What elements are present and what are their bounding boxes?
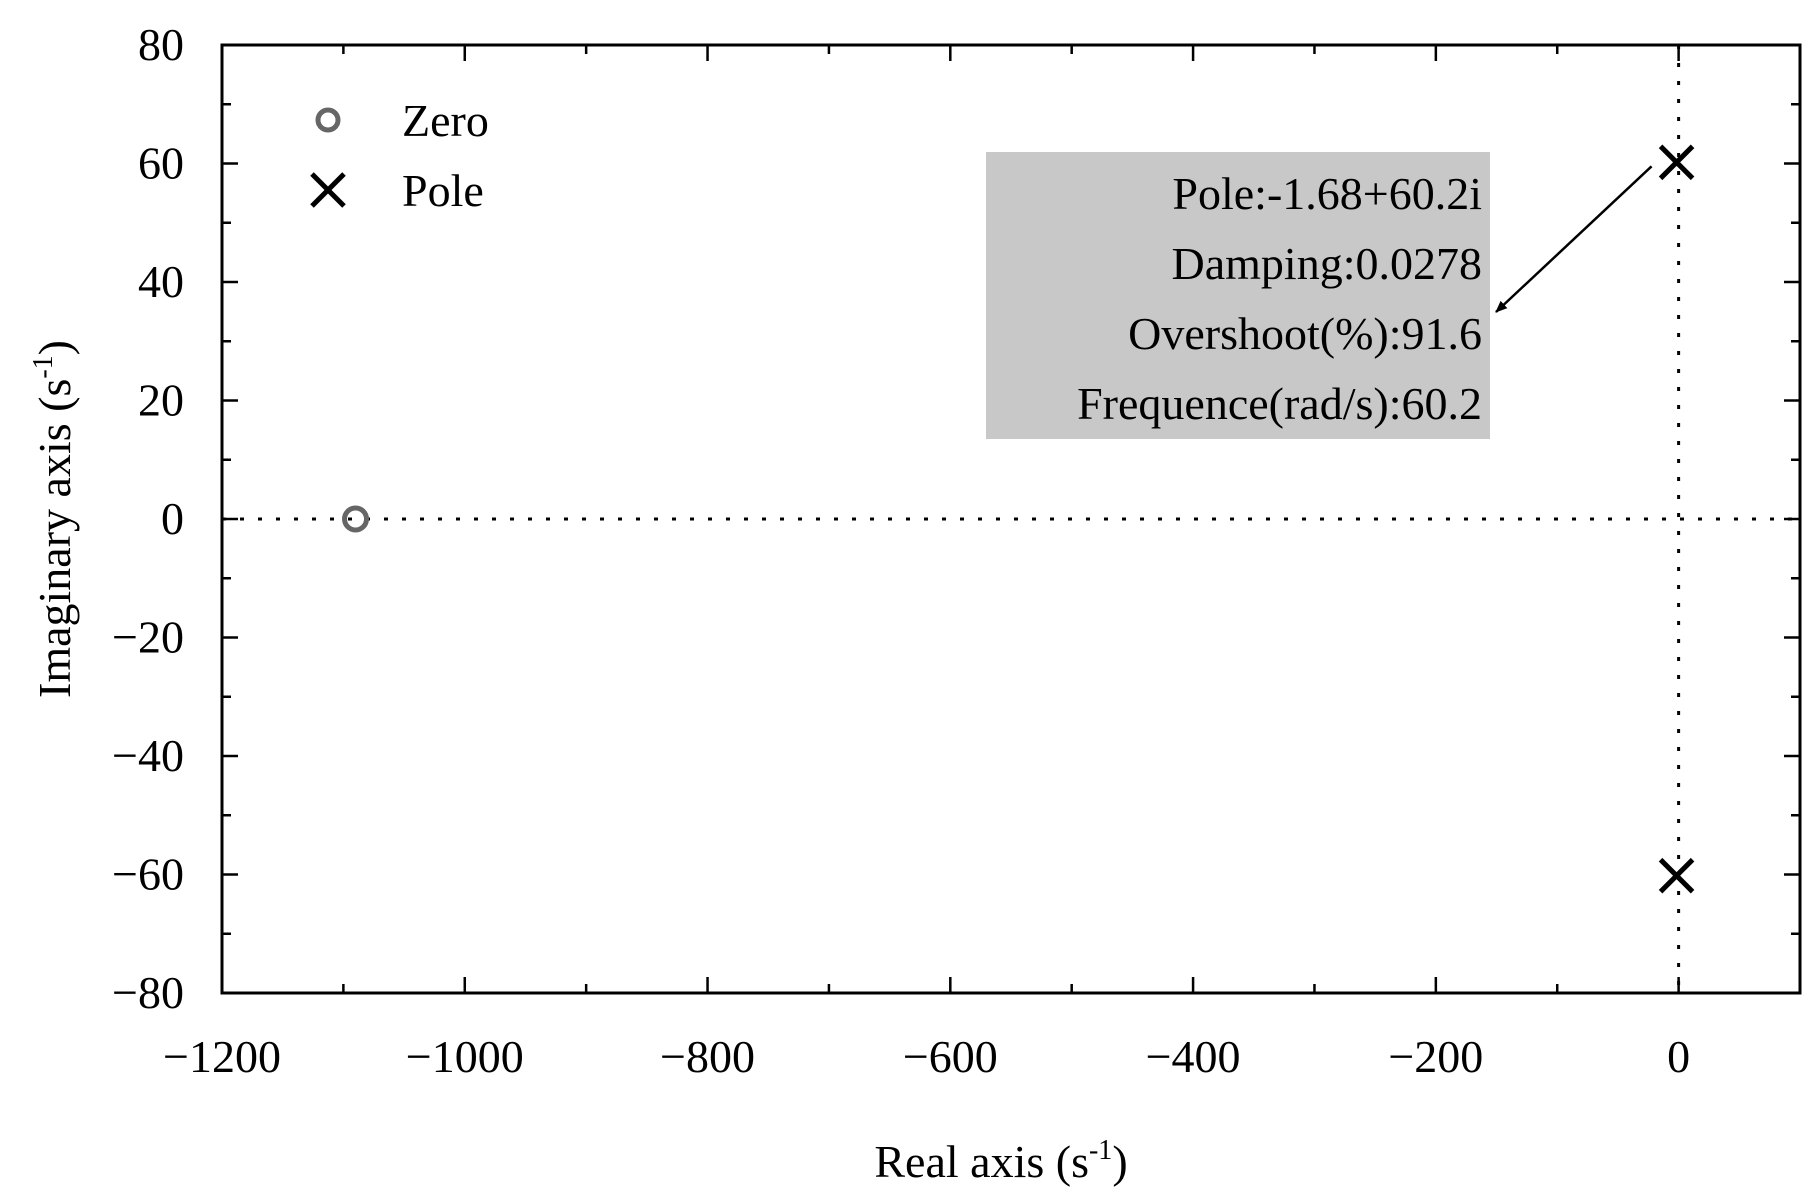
- tick-labels: −1200 −1000 −800 −600 −400 −200 0 80 60 40 20 0 −20 −…: [112, 19, 1690, 1082]
- x-tick-label: −600: [903, 1031, 998, 1082]
- annotation-line: Frequence(rad/s):60.2: [1077, 378, 1482, 429]
- y-tick-label: −80: [112, 967, 184, 1018]
- y-tick-label: −20: [112, 612, 184, 663]
- reference-lines: [222, 45, 1800, 993]
- legend-pole-marker: [310, 172, 346, 208]
- x-axis-title-end: ): [1112, 1136, 1127, 1187]
- y-tick-label: 0: [161, 493, 184, 544]
- annotation-background: [986, 152, 1490, 439]
- x-tick-label: 0: [1667, 1031, 1690, 1082]
- annotation-box: Pole:-1.68+60.2i Damping:0.0278 Overshoot(…: [986, 152, 1653, 439]
- legend-label-zero: Zero: [402, 95, 489, 146]
- zero-point: [342, 505, 370, 533]
- y-tick-label: −40: [112, 730, 184, 781]
- pole-point: [1658, 857, 1695, 894]
- y-tick-label: 40: [138, 256, 184, 307]
- x-tick-label: −400: [1146, 1031, 1241, 1082]
- pole-point: [1658, 144, 1695, 181]
- y-tick-label: 60: [138, 138, 184, 189]
- y-tick-label: 20: [138, 375, 184, 426]
- annotation-line: Pole:-1.68+60.2i: [1172, 168, 1482, 219]
- data-points: [342, 144, 1695, 894]
- x-tick-label: −200: [1388, 1031, 1483, 1082]
- pole-marker-stroke: [1658, 144, 1695, 181]
- legend-label-pole: Pole: [402, 165, 484, 216]
- x-axis-title-sup: -1: [1089, 1135, 1112, 1166]
- annotation-line: Overshoot(%):91.6: [1128, 308, 1482, 359]
- y-tick-label: −60: [112, 849, 184, 900]
- pole-marker-stroke: [1658, 857, 1695, 894]
- x-axis-title: Real axis (s-1): [874, 1135, 1127, 1187]
- x-axis-title-main: Real axis (s: [874, 1136, 1089, 1187]
- axis-ticks: [220, 43, 1802, 995]
- y-axis-title: Imaginary axis (s-1): [28, 340, 80, 698]
- legend-zero-marker: [315, 107, 341, 133]
- plot-frame: [220, 43, 1802, 995]
- annotation-arrow: [1495, 165, 1653, 313]
- legend: Zero Pole: [310, 95, 489, 216]
- x-tick-label: −1200: [163, 1031, 281, 1082]
- annotation-line: Damping:0.0278: [1172, 238, 1482, 289]
- y-axis-title-sup: -1: [28, 355, 59, 378]
- x-tick-label: −800: [660, 1031, 755, 1082]
- pole-marker-stroke: [310, 172, 346, 208]
- y-axis-title-end: ): [29, 340, 80, 355]
- y-axis-title-main: Imaginary axis (s: [29, 379, 80, 698]
- x-tick-label: −1000: [406, 1031, 524, 1082]
- y-tick-label: 80: [138, 19, 184, 70]
